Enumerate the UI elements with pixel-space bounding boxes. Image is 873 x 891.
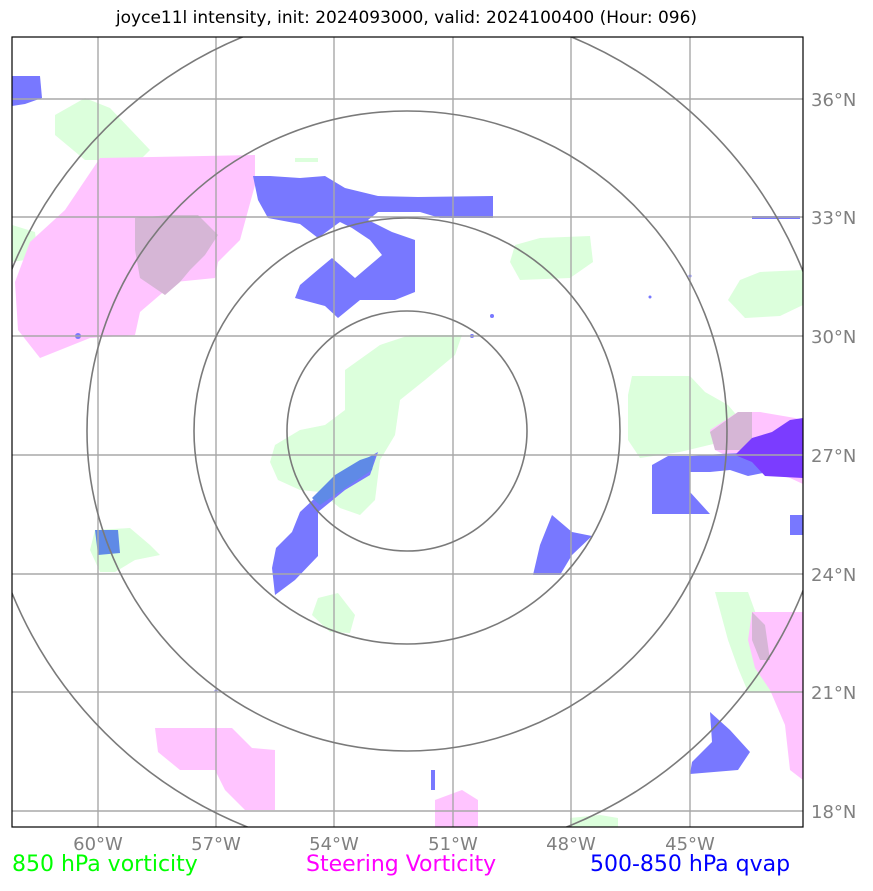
legend-850-vorticity: 850 hPa vorticity	[12, 852, 198, 877]
legend-steering-vorticity: Steering Vorticity	[306, 852, 497, 877]
lon-tick: 45°W	[665, 834, 715, 855]
lon-tick: 60°W	[73, 834, 123, 855]
graticule	[12, 37, 803, 827]
overlap-fill	[135, 215, 770, 660]
longitude-labels: 60°W 57°W 54°W 51°W 48°W 45°W	[73, 834, 715, 855]
lat-tick: 30°N	[811, 327, 856, 348]
range-rings	[12, 37, 803, 827]
map-title: joyce11l intensity, init: 2024093000, va…	[115, 8, 698, 28]
lon-tick: 51°W	[428, 834, 478, 855]
qvap-steering-overlap-fill	[735, 418, 803, 478]
lat-tick: 27°N	[811, 446, 856, 467]
lat-tick: 36°N	[811, 90, 856, 111]
lon-tick: 48°W	[546, 834, 596, 855]
lat-tick: 18°N	[811, 802, 856, 823]
lat-tick: 33°N	[811, 208, 856, 229]
lat-tick: 24°N	[811, 565, 856, 586]
lon-tick: 57°W	[191, 834, 241, 855]
lon-tick: 54°W	[309, 834, 359, 855]
latitude-labels: 36°N 33°N 30°N 27°N 24°N 21°N 18°N	[811, 90, 856, 823]
lat-tick: 21°N	[811, 683, 856, 704]
map-frame	[11, 36, 804, 828]
legend-qvap: 500-850 hPa qvap	[590, 852, 791, 877]
